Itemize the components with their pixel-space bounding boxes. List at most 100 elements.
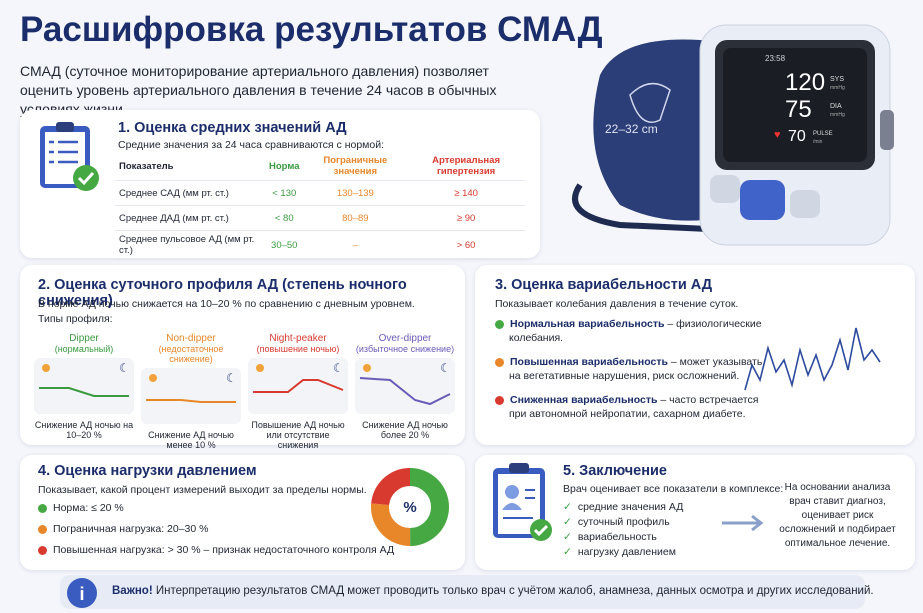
info-icon: i <box>67 578 97 608</box>
variability-item: Нормальная вариабельность – физиологичес… <box>495 317 765 345</box>
check-icon: ✓ <box>563 546 572 558</box>
item-text: суточный профиль <box>577 516 670 528</box>
column-header: Артериальная гипертензия <box>407 152 525 181</box>
item-text: – часто встречается при автономной нейро… <box>509 394 759 420</box>
profile-line: ☾ <box>253 361 344 393</box>
section-profile: 2. Оценка суточного профиля АД (степень … <box>20 265 465 450</box>
check-icon: ✓ <box>563 501 572 513</box>
table-cell: Среднее ДАД (мм рт. ст.) <box>115 205 265 231</box>
item-label: Нормальная вариабельность <box>510 318 665 330</box>
section-title: 3. Оценка вариабельности АД <box>495 277 713 293</box>
table-cell: ≥ 90 <box>407 205 525 231</box>
cuff-size: 22–32 cm <box>605 122 658 136</box>
profile-caption: Снижение АД ночью более 20 % <box>362 420 448 440</box>
decoration: ✓ средние значения АД ✓ суточный профиль ✓ ва… <box>563 500 683 560</box>
section-intro: Показывает колебания давления в течение … <box>495 298 739 310</box>
section-variability: 3. Оценка вариабельности АД Показывает к… <box>475 265 915 445</box>
profile-caption: Повышение АД ночью или отсутствие снижен… <box>251 420 345 450</box>
profile-name: Dipper <box>69 333 99 344</box>
profile-desc: (недостаточное снижение) <box>158 344 224 364</box>
note-label: Важно! <box>112 585 153 597</box>
decoration <box>56 122 74 132</box>
item-text: вариабельность <box>577 531 657 543</box>
decoration <box>73 165 99 191</box>
profile-line: ☾ <box>359 361 451 406</box>
item-text: средние значения АД <box>577 501 684 513</box>
bullet <box>38 545 47 555</box>
doctor-icon <box>493 463 552 541</box>
table-cell: Среднее пульсовое АД (мм рт. ст.) <box>115 230 265 260</box>
table-cell: Среднее САД (мм рт. ст.) <box>115 180 265 206</box>
item-text: Норма: ≤ 20 % <box>53 502 124 514</box>
table-cell: < 130 <box>265 180 304 206</box>
device-illustration: 22–32 cm 23:58 120 SYS mmHg 75 DIA mmHg … <box>572 24 894 246</box>
load-item: Повышенная нагрузка: > 30 % – признак не… <box>38 543 394 557</box>
table-row: Среднее САД (мм рт. ст.) < 130 130–139 ≥ 14… <box>115 180 525 206</box>
profile-type: Over-dipper (избыточное снижение) ☾ Снижени… <box>355 333 455 440</box>
table-header: Показатель Норма Пограничные значения Ар… <box>115 152 525 181</box>
item-text: Пограничная нагрузка: 20–30 % <box>53 523 209 535</box>
sys-unit: mmHg <box>830 85 845 91</box>
decoration: ☾ <box>333 361 344 375</box>
load-item: Пограничная нагрузка: 20–30 % <box>38 522 394 536</box>
title: Расшифровка результатов СМАД <box>20 10 603 49</box>
column-header: Пограничные значения <box>303 152 408 181</box>
section-conclusion: 5. Заключение Врач оценивает все показат… <box>475 455 915 570</box>
table-cell: 130–139 <box>303 180 408 206</box>
profile-name: Over-dipper <box>378 333 432 344</box>
table-cell: 30–50 <box>265 230 304 260</box>
profile-desc: (повышение ночью) <box>256 344 340 354</box>
dia-label: DIA <box>830 103 842 110</box>
decoration: ☾ <box>226 371 237 385</box>
decoration <box>371 468 449 546</box>
profile-name: Night-peaker <box>269 333 327 344</box>
decoration <box>49 140 78 164</box>
pulse-unit: /min <box>813 139 823 145</box>
section-title: 4. Оценка нагрузки давлением <box>38 463 257 479</box>
decoration <box>149 374 157 382</box>
note-text: Интерпретацию результатов СМАД может про… <box>155 585 874 597</box>
section-title: 2. Оценка суточного профиля АД (степень … <box>38 277 407 309</box>
bullet <box>38 503 47 513</box>
variability-item: Сниженная вариабельность – часто встреча… <box>495 393 765 421</box>
heart-icon: ♥ <box>774 129 781 141</box>
section-title: 1. Оценка средних значений АД <box>118 120 347 136</box>
decoration <box>710 175 740 203</box>
section-intro: Показывает, какой процент измерений выхо… <box>38 484 367 496</box>
decoration: i <box>79 584 84 604</box>
table-row: Среднее ДАД (мм рт. ст.) < 80 80–89 ≥ 90 <box>115 205 525 231</box>
profile-graph: ☾ <box>355 358 455 414</box>
decoration: Нормальная вариабельность – физиологичес… <box>495 317 765 431</box>
decoration <box>39 387 129 397</box>
decoration <box>509 463 529 473</box>
section-intro: Врач оценивает все показатели в комплекс… <box>563 483 784 495</box>
dia-unit: mmHg <box>830 112 845 118</box>
bullet <box>495 357 504 367</box>
item-text: нагрузку давлением <box>577 546 676 558</box>
decoration <box>629 82 671 123</box>
profile-caption: Снижение АД ночью на 10–20 % <box>34 420 134 440</box>
bullet <box>495 319 504 329</box>
decoration: ☾ <box>440 361 451 375</box>
table-cell: > 60 <box>407 230 525 260</box>
types-label: Типы профиля: <box>38 313 113 325</box>
sys-value: 120 <box>785 69 825 96</box>
profile-type: Night-peaker (повышение ночью) ☾ Повышение … <box>248 333 348 450</box>
decoration <box>77 171 95 186</box>
sys-label: SYS <box>830 76 844 83</box>
decoration <box>503 489 535 519</box>
section-intro: Средние значения за 24 часа сравниваются… <box>118 139 385 151</box>
profile-line: ☾ <box>146 371 237 403</box>
dia-value: 75 <box>785 96 812 123</box>
clipboard-icon <box>40 122 99 191</box>
conclusion-item: ✓ суточный профиль <box>563 515 683 529</box>
decoration <box>67 578 97 608</box>
table-cell: ≥ 140 <box>407 180 525 206</box>
bullet <box>38 524 47 534</box>
conclusion-item: ✓ нагрузку давлением <box>563 545 683 559</box>
donut-symbol: % <box>403 499 416 516</box>
conclusion-item: ✓ вариабельность <box>563 530 683 544</box>
profile-type: Dipper (нормальный) ☾ Снижение АД ночью на … <box>34 333 134 440</box>
